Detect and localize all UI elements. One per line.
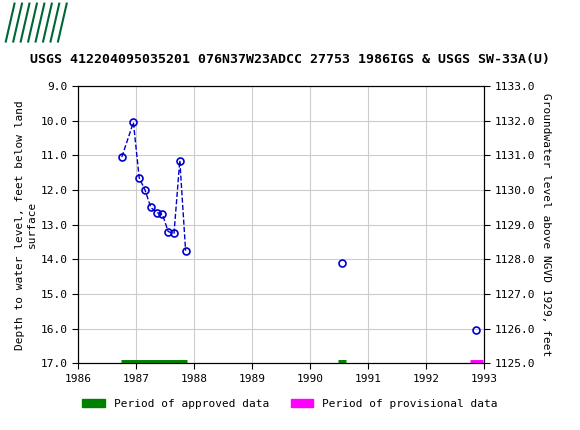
Y-axis label: Groundwater level above NGVD 1929, feet: Groundwater level above NGVD 1929, feet [541, 93, 551, 356]
Legend: Period of approved data, Period of provisional data: Period of approved data, Period of provi… [78, 395, 502, 414]
Text: USGS: USGS [67, 14, 122, 31]
Text: USGS 412204095035201 076N37W23ADCC 27753 1986IGS & USGS SW-33A(U): USGS 412204095035201 076N37W23ADCC 27753… [30, 52, 550, 66]
Y-axis label: Depth to water level, feet below land
surface: Depth to water level, feet below land su… [15, 100, 37, 350]
FancyBboxPatch shape [6, 3, 58, 42]
